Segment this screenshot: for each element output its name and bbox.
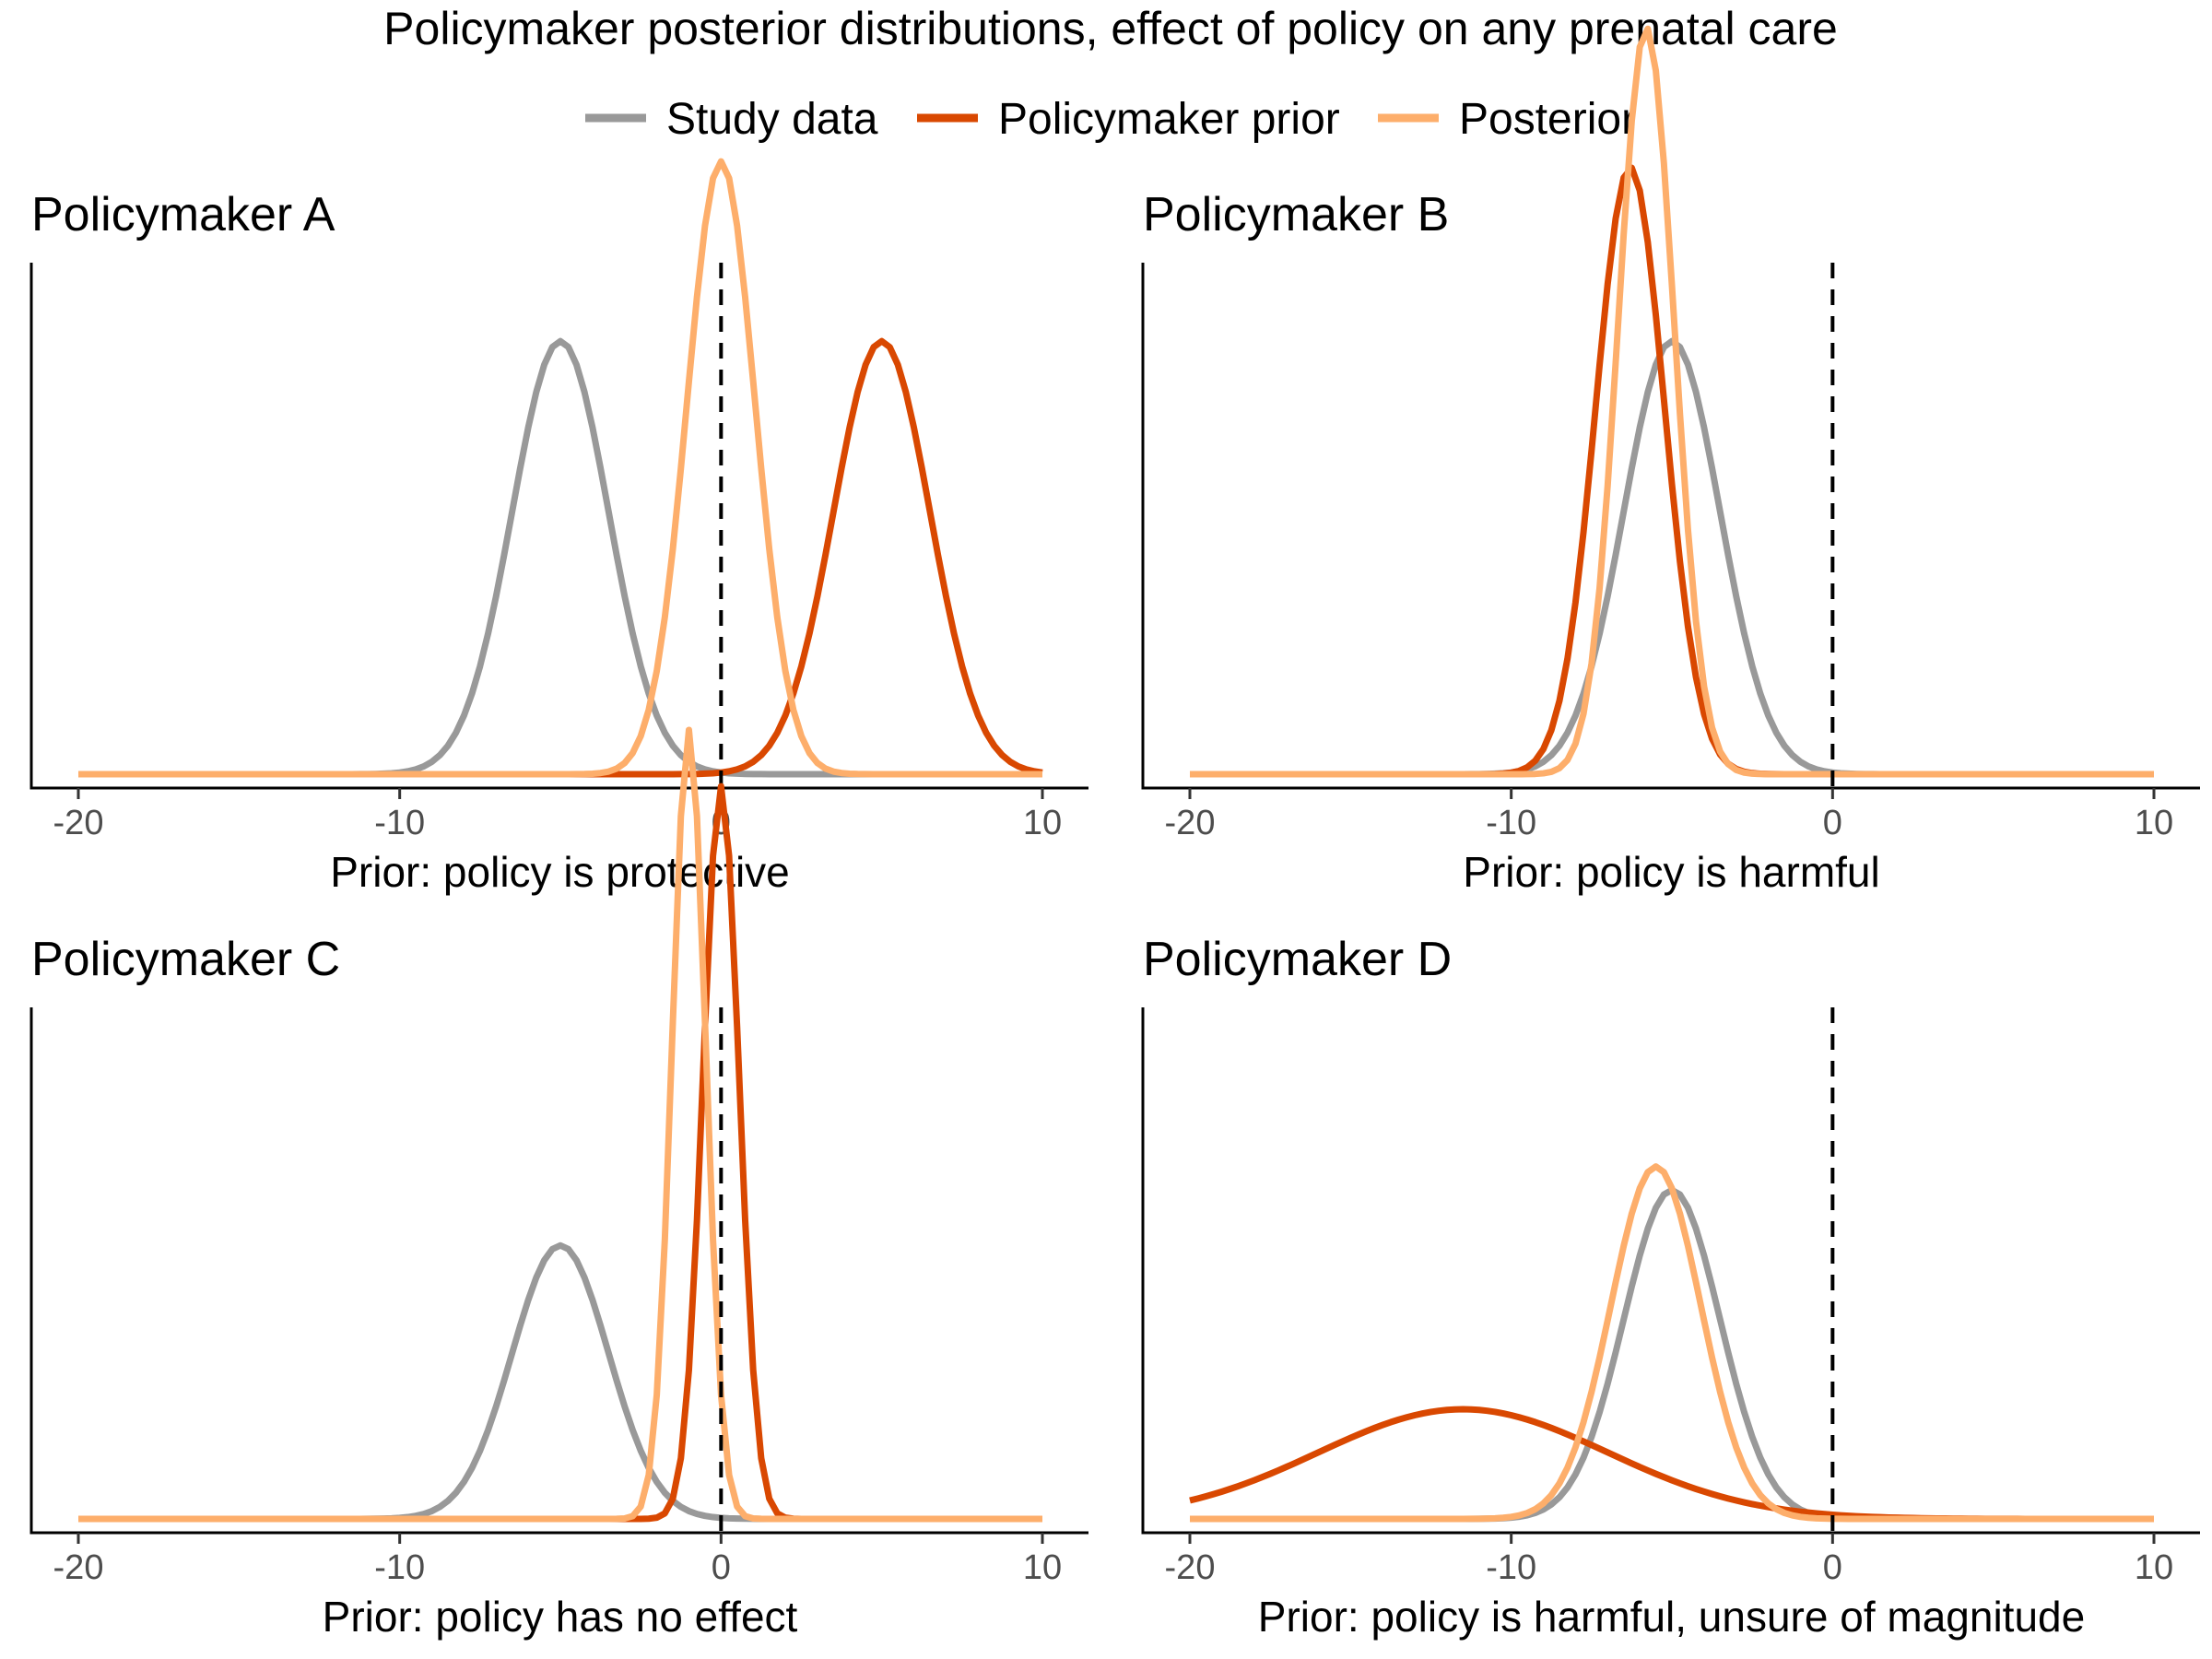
x-tick-label: 0	[1823, 1548, 1842, 1587]
panel-policymaker-d: Policymaker D -20 -10 0 10 Prior: policy is h…	[1141, 933, 2200, 1641]
x-tick-label: -20	[1165, 1548, 1216, 1587]
x-tick-label: -10	[1486, 1548, 1536, 1587]
x-tick-label: 10	[2135, 1548, 2173, 1587]
panel-policymaker-c: Policymaker C -20 -10 0 10 Prior: policy has …	[29, 726, 1088, 1641]
series-line-study-data	[1190, 337, 2154, 778]
x-tick-label: 10	[2135, 804, 2173, 842]
series-line-policymaker-prior	[78, 337, 1043, 778]
x-tick-label: -20	[53, 804, 104, 842]
series-line-posterior	[78, 158, 1042, 778]
chart-title: Policymaker posterior distributions, eff…	[383, 3, 1838, 54]
x-tick-label: 0	[1823, 804, 1842, 842]
x-axis-label: Prior: policy is harmful	[1463, 848, 1879, 896]
legend-item-posterior: Posterior	[1378, 95, 1636, 144]
series-line-policymaker-prior	[1189, 1406, 2154, 1523]
legend: Study data Policymaker prior Posterior	[585, 95, 1636, 144]
panel-title: Policymaker A	[31, 188, 335, 241]
series-line-posterior	[1190, 1163, 2154, 1523]
legend-item-study-data: Study data	[585, 95, 878, 144]
series-line-policymaker-prior	[78, 782, 1042, 1523]
panel-title: Policymaker D	[1143, 933, 1452, 986]
panels: Policymaker A -20 -10 0 10 Prior: policy is p…	[29, 25, 2200, 1641]
x-tick-label: -20	[53, 1548, 104, 1587]
x-axis-label: Prior: policy has no effect	[323, 1593, 798, 1641]
legend-label: Posterior	[1459, 95, 1636, 144]
legend-item-policymaker-prior: Policymaker prior	[917, 95, 1340, 144]
series-line-study-data	[78, 1241, 1042, 1523]
series-line-posterior	[1190, 25, 2154, 778]
series-line-posterior	[78, 726, 1042, 1523]
x-tick-label: 10	[1023, 1548, 1062, 1587]
x-tick-label: -10	[374, 804, 425, 842]
series-line-study-data	[78, 337, 1042, 778]
x-tick-label: -20	[1165, 804, 1216, 842]
panel-policymaker-b: Policymaker B -20 -10 0 10 Prior: policy is h…	[1141, 25, 2200, 896]
x-axis-label: Prior: policy is protective	[330, 848, 790, 896]
panel-title: Policymaker C	[31, 933, 340, 986]
x-tick-label: 10	[1023, 804, 1062, 842]
series-line-study-data	[1190, 1186, 2154, 1523]
legend-label: Policymaker prior	[998, 95, 1340, 144]
x-axis-label: Prior: policy is harmful, unsure of magn…	[1258, 1593, 2085, 1641]
legend-label: Study data	[666, 95, 878, 144]
x-tick-label: -10	[1486, 804, 1536, 842]
panel-title: Policymaker B	[1143, 188, 1449, 241]
x-tick-label: -10	[374, 1548, 425, 1587]
x-tick-label: 0	[712, 1548, 731, 1587]
